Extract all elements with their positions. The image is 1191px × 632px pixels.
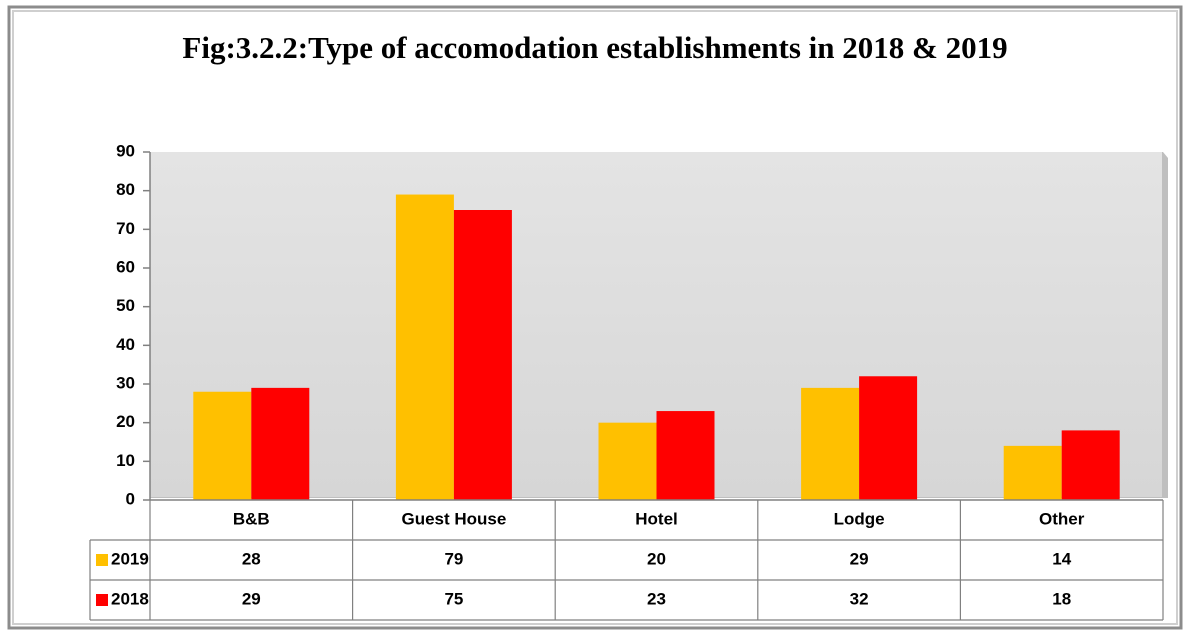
x-tick-label: B&B <box>233 509 270 528</box>
y-tick-label: 60 <box>116 257 135 276</box>
table-value: 20 <box>647 549 666 568</box>
y-tick-label: 30 <box>116 373 135 392</box>
table-value: 75 <box>444 589 463 608</box>
bar <box>859 376 918 500</box>
legend-swatch <box>96 554 108 566</box>
table-value: 18 <box>1052 589 1071 608</box>
table-value: 29 <box>242 589 261 608</box>
bar <box>395 194 454 501</box>
chart-title: Fig:3.2.2:Type of accomodation establish… <box>182 30 1008 65</box>
table-value: 32 <box>850 589 869 608</box>
bar <box>801 387 860 500</box>
table-value: 14 <box>1052 549 1071 568</box>
y-tick-label: 70 <box>116 219 135 238</box>
bar <box>1003 445 1062 500</box>
bar <box>251 387 310 500</box>
table-value: 28 <box>242 549 261 568</box>
x-tick-label: Other <box>1039 509 1085 528</box>
y-tick-label: 0 <box>126 489 135 508</box>
y-tick-label: 10 <box>116 451 135 470</box>
legend-swatch <box>96 594 108 606</box>
legend-label: 2019 <box>111 549 149 568</box>
bar <box>193 391 252 500</box>
y-tick-label: 80 <box>116 180 135 199</box>
legend-label: 2018 <box>111 589 149 608</box>
x-tick-label: Hotel <box>635 509 678 528</box>
table-value: 79 <box>444 549 463 568</box>
y-tick-label: 40 <box>116 335 135 354</box>
x-tick-label: Lodge <box>834 509 885 528</box>
bar <box>598 422 657 500</box>
y-tick-label: 90 <box>116 141 135 160</box>
y-tick-label: 20 <box>116 412 135 431</box>
bar <box>656 411 715 500</box>
bar <box>1061 430 1120 500</box>
table-value: 23 <box>647 589 666 608</box>
table-value: 29 <box>850 549 869 568</box>
bar <box>453 210 512 500</box>
chart-frame-inner <box>12 10 1178 625</box>
y-tick-label: 50 <box>116 296 135 315</box>
x-tick-label: Guest House <box>401 509 506 528</box>
